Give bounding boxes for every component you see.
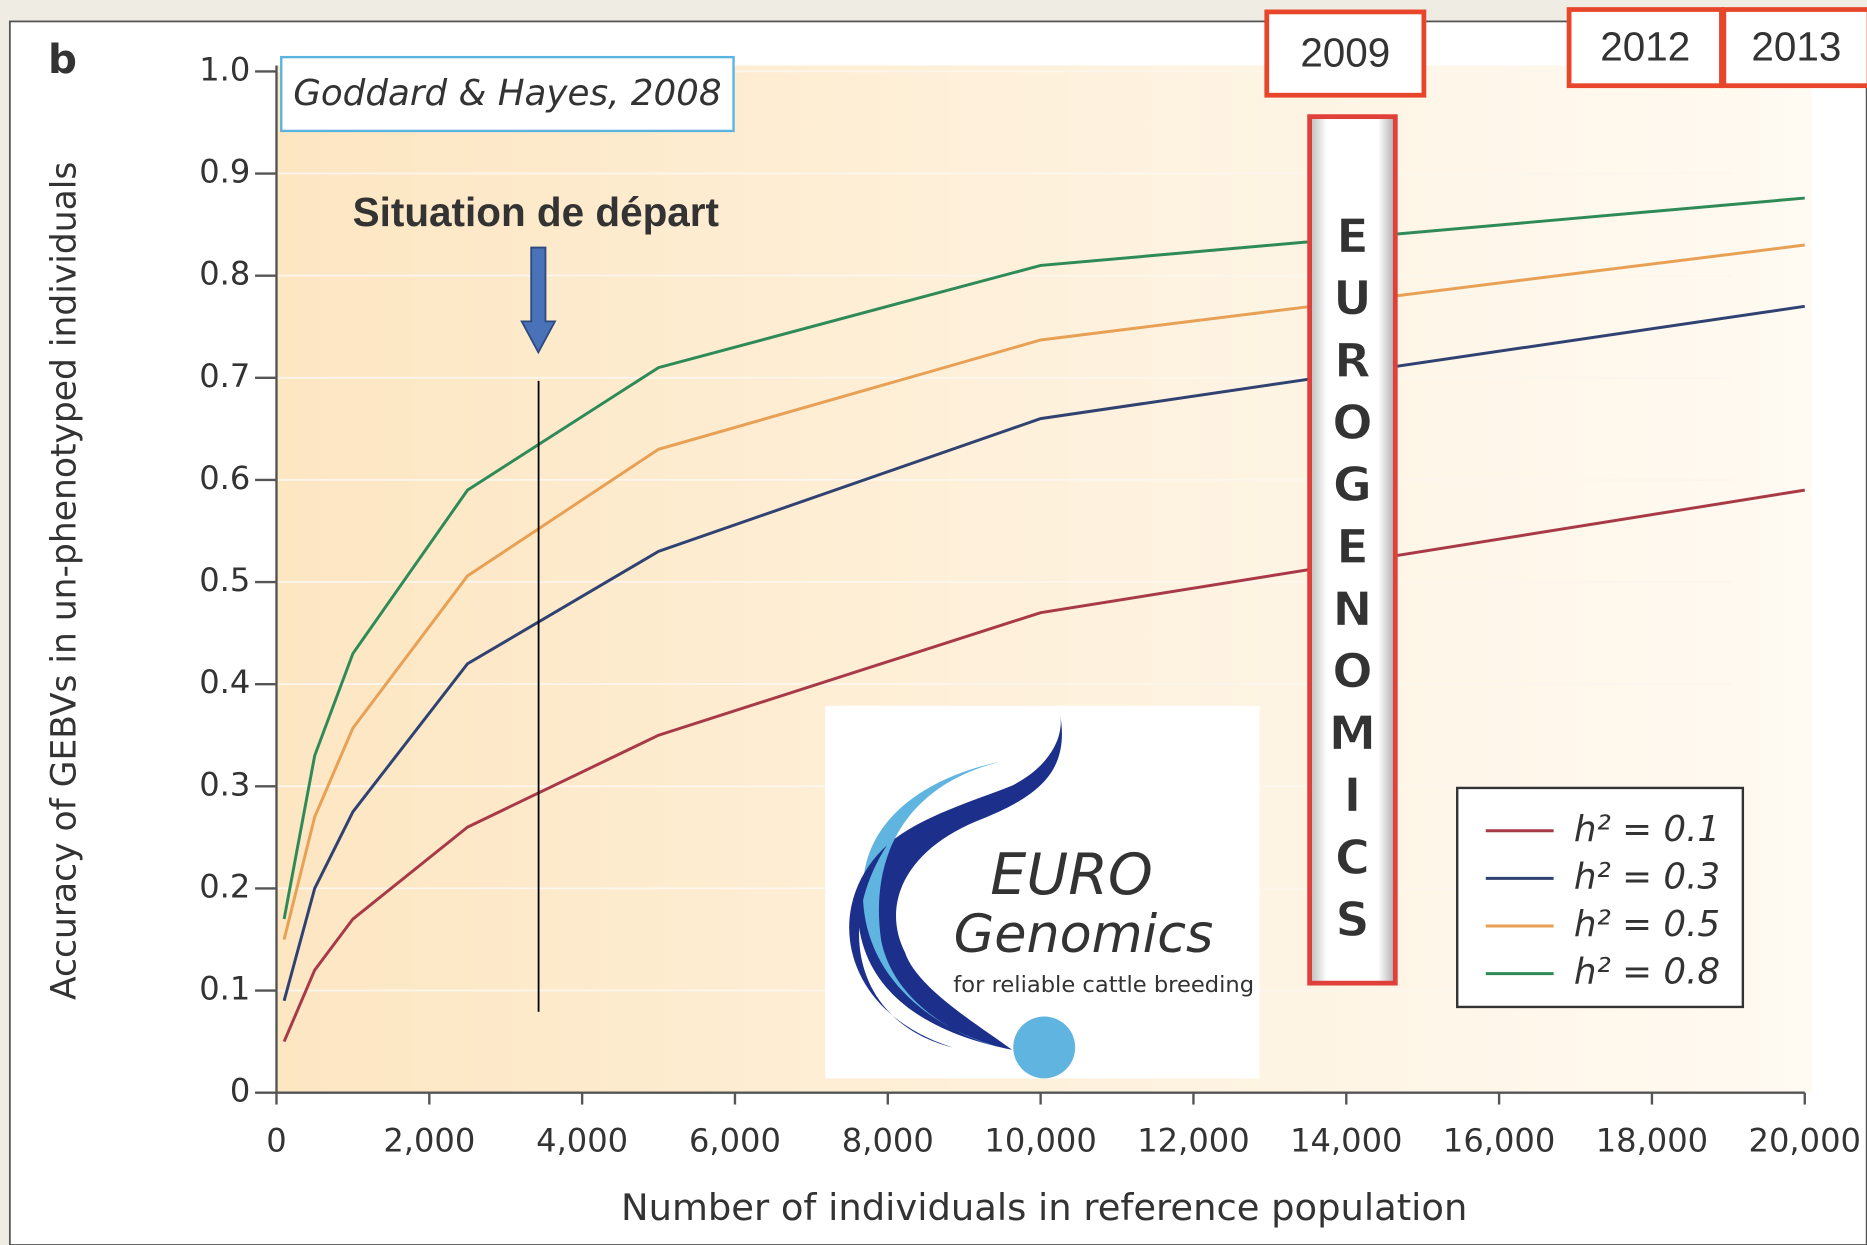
series-line — [282, 304, 1805, 1002]
year-label: 2013 — [1751, 24, 1841, 70]
series-line — [282, 196, 1805, 920]
legend-label: h² = 0.8 — [1574, 952, 1720, 993]
y-tick-label: 0.7 — [199, 357, 250, 395]
y-tick-label: 0.6 — [199, 459, 250, 497]
banner-text: EUROGENOMICS — [1325, 209, 1380, 955]
year-box — [1721, 7, 1867, 89]
start-label: Situation de départ — [353, 189, 719, 235]
logo-swoosh — [862, 761, 1001, 1048]
y-tick-label: 0.1 — [199, 970, 250, 1008]
y-tick-label: 0 — [230, 1072, 250, 1110]
year-label: 2012 — [1600, 24, 1690, 70]
citation: Goddard & Hayes, 2008 — [293, 73, 721, 114]
x-tick-label: 20,000 — [1749, 1122, 1861, 1160]
y-tick-label: 0.2 — [199, 867, 250, 905]
logo-tagline: for reliable cattle breeding — [953, 972, 1254, 998]
logo-swoosh — [849, 845, 953, 1048]
y-tick-label: 0.3 — [199, 765, 250, 803]
x-tick-label: 18,000 — [1596, 1122, 1708, 1160]
logo-dot — [1013, 1016, 1076, 1079]
panel-label: b — [48, 35, 77, 83]
x-tick-label: 8,000 — [842, 1122, 934, 1160]
x-tick-label: 12,000 — [1137, 1122, 1249, 1160]
x-axis-label: Number of individuals in reference popul… — [621, 1186, 1467, 1229]
y-tick-label: 0.4 — [199, 663, 250, 701]
logo-swoosh — [857, 711, 1062, 1050]
x-tick-label: 6,000 — [689, 1122, 781, 1160]
series-line — [282, 243, 1805, 940]
x-tick-label: 16,000 — [1443, 1122, 1555, 1160]
logo-text: EURO — [990, 842, 1153, 908]
y-tick-label: 0.5 — [199, 561, 250, 599]
y-axis-label: Accuracy of GEBVs in un-phenotyped indiv… — [44, 162, 84, 1000]
legend-label: h² = 0.5 — [1574, 904, 1720, 945]
year-label: 2009 — [1300, 30, 1390, 76]
y-tick-label: 1.0 — [199, 50, 250, 88]
arrow — [520, 246, 557, 355]
year-box — [1264, 9, 1427, 98]
citation-box — [280, 55, 735, 133]
y-tick-label: 0.9 — [199, 153, 250, 191]
x-tick-label: 4,000 — [536, 1122, 628, 1160]
x-tick-label: 10,000 — [984, 1122, 1096, 1160]
legend-label: h² = 0.3 — [1574, 856, 1720, 897]
banner — [1307, 114, 1398, 986]
y-tick-label: 0.8 — [199, 255, 250, 293]
legend — [1456, 786, 1745, 1009]
x-tick-label: 14,000 — [1290, 1122, 1402, 1160]
legend-label: h² = 0.1 — [1574, 809, 1720, 850]
x-tick-label: 2,000 — [383, 1122, 475, 1160]
logo-text: Genomics — [954, 904, 1214, 965]
x-tick-label: 0 — [266, 1122, 286, 1160]
series-line — [282, 488, 1805, 1043]
